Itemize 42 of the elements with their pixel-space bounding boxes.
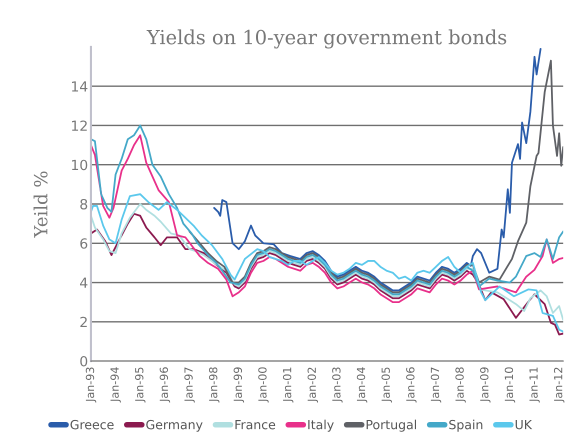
y-tick-label: 0: [80, 356, 88, 367]
x-tick-label: Jan-02: [308, 368, 318, 402]
x-tick-label: Jan-94: [110, 367, 121, 402]
y-tick-label: 12: [72, 120, 87, 131]
x-tick-label: Jan-11: [529, 368, 540, 402]
legend-label: Italy: [308, 420, 334, 432]
x-tick-label: Jan-99: [234, 367, 244, 402]
legend-label: Portugal: [366, 420, 416, 432]
y-tick-label: 8: [80, 198, 88, 210]
x-tick-label: Jan-93: [86, 367, 96, 402]
x-tick-label: Jan-06: [406, 367, 417, 402]
x-tick-label: Jan-97: [184, 368, 195, 402]
x-tick-label: Jan-12: [554, 368, 564, 402]
y-tick-label: 14: [72, 81, 88, 92]
x-tick-label: Jan-00: [258, 367, 269, 402]
y-axis-title: Yeild %: [34, 171, 48, 238]
x-tick-label: Jan-03: [332, 367, 343, 402]
x-tick-label: Jan-01: [282, 368, 294, 402]
y-tick-label: 10: [72, 160, 88, 170]
x-tick-label: Jan-08: [455, 367, 466, 402]
x-tick-label: Jan-09: [480, 367, 491, 402]
x-tick-label: Jan-10: [504, 367, 516, 402]
y-tick-label: 2: [80, 316, 87, 328]
line-series: [213, 48, 542, 292]
y-tick-label: 6: [80, 238, 88, 249]
x-tick-label: Jan-07: [430, 368, 442, 402]
x-tick-label: Jan-98: [208, 367, 220, 402]
legend-label: Germany: [146, 420, 203, 432]
line-series: [90, 212, 564, 336]
chart-title: Yields on 10-year government bonds: [146, 29, 506, 48]
legend-label: Greece: [70, 420, 114, 430]
legend-label: UK: [516, 420, 532, 430]
line-series: [90, 193, 564, 333]
x-tick-label: Jan-04: [356, 367, 368, 402]
line-series: [90, 203, 564, 321]
legend-label: France: [235, 420, 276, 430]
x-tick-label: Jan-05: [381, 368, 392, 402]
y-tick-label: 4: [80, 278, 88, 288]
x-tick-label: Jan-95: [135, 368, 146, 402]
line-series: [188, 60, 564, 294]
legend-label: Spain: [449, 420, 482, 432]
x-tick-label: Jan-96: [160, 367, 170, 402]
